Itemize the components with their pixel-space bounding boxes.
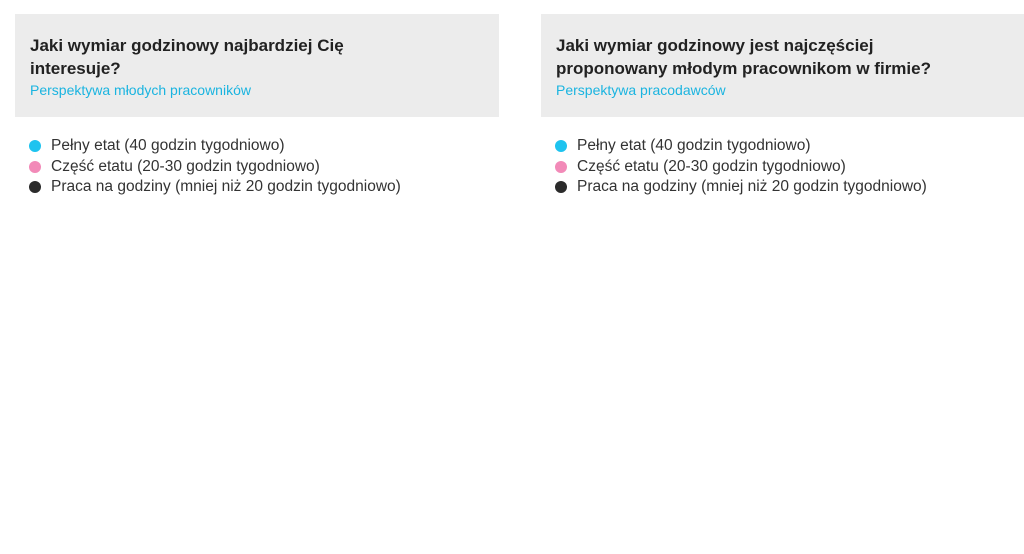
legend-label: Pełny etat (40 godzin tygodniowo) xyxy=(577,137,811,155)
legend-item: Część etatu (20-30 godzin tygodniowo) xyxy=(555,157,927,178)
chart-title: Jaki wymiar godzinowy najbardziej Cię in… xyxy=(30,36,344,78)
legend-label: Praca na godziny (mniej niż 20 godzin ty… xyxy=(577,178,927,196)
legend-swatch xyxy=(555,181,567,194)
legend-swatch xyxy=(29,181,41,194)
chart-header: Jaki wymiar godzinowy jest najczęściej p… xyxy=(541,14,1024,117)
legend-item: Praca na godziny (mniej niż 20 godzin ty… xyxy=(29,177,401,198)
chart-panel: Jaki wymiar godzinowy najbardziej Cię in… xyxy=(15,0,499,554)
chart-title: Jaki wymiar godzinowy jest najczęściej p… xyxy=(556,36,931,78)
legend-label: Część etatu (20-30 godzin tygodniowo) xyxy=(51,157,320,175)
legend-swatch xyxy=(555,160,567,173)
legend-swatch xyxy=(555,140,567,153)
chart-header: Jaki wymiar godzinowy najbardziej Cię in… xyxy=(15,14,499,117)
legend-swatch xyxy=(29,160,41,173)
chart-panel: Jaki wymiar godzinowy jest najczęściej p… xyxy=(541,0,1024,554)
legend-item: Część etatu (20-30 godzin tygodniowo) xyxy=(29,157,401,178)
chart-subtitle: Perspektywa pracodawców xyxy=(556,82,726,98)
legend-label: Praca na godziny (mniej niż 20 godzin ty… xyxy=(51,178,401,196)
chart-subtitle: Perspektywa młodych pracowników xyxy=(30,82,251,98)
legend-label: Część etatu (20-30 godzin tygodniowo) xyxy=(577,157,846,175)
legend-item: Praca na godziny (mniej niż 20 godzin ty… xyxy=(555,177,927,198)
legend: Pełny etat (40 godzin tygodniowo) Część e… xyxy=(29,136,401,198)
legend-item: Pełny etat (40 godzin tygodniowo) xyxy=(555,136,927,157)
legend-item: Pełny etat (40 godzin tygodniowo) xyxy=(29,136,401,157)
legend: Pełny etat (40 godzin tygodniowo) Część e… xyxy=(555,136,927,198)
legend-swatch xyxy=(29,140,41,153)
donut-chart: 38%44%18% xyxy=(15,200,499,540)
legend-label: Pełny etat (40 godzin tygodniowo) xyxy=(51,137,285,155)
donut-chart: 88%10%2% xyxy=(541,200,1024,540)
